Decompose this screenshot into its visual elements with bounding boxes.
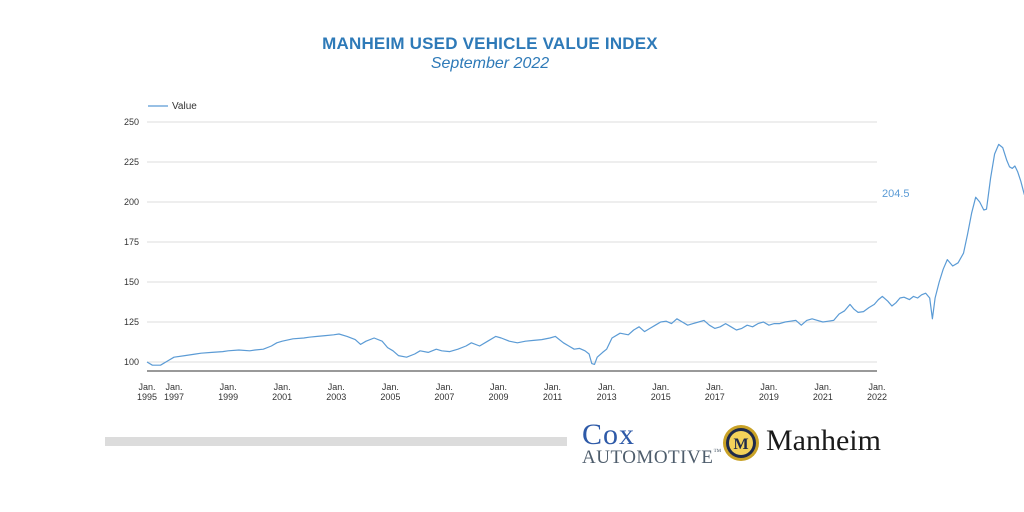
x-tick-label: Jan. 2001	[272, 382, 292, 402]
y-tick-label: 125	[124, 317, 139, 327]
footer-divider-bar	[105, 437, 567, 446]
x-tick-label: Jan. 1999	[218, 382, 238, 402]
manheim-badge-letter: M	[733, 436, 748, 453]
x-tick-label: Jan. 2003	[326, 382, 346, 402]
x-tick-label: Jan. 2007	[434, 382, 454, 402]
y-tick-label: 150	[124, 277, 139, 287]
cox-automotive-logo: Cox AUTOMOTIVE™	[582, 418, 722, 468]
manheim-badge-icon: M	[723, 425, 759, 461]
cox-logo-line2: AUTOMOTIVE™	[582, 447, 722, 468]
x-tick-label: Jan. 1997	[164, 382, 184, 402]
x-tick-label: Jan. 2013	[597, 382, 617, 402]
series-line-value	[146, 143, 1024, 366]
manheim-wordmark: Manheim	[766, 424, 881, 457]
y-tick-label: 175	[124, 237, 139, 247]
x-tick-label: Jan. 2015	[651, 382, 671, 402]
gridlines	[147, 121, 877, 363]
chart-title: MANHEIM USED VEHICLE VALUE INDEX	[322, 34, 658, 53]
y-tick-label: 200	[124, 197, 139, 207]
x-tick-label: Jan. 2011	[543, 382, 562, 402]
legend: Value	[148, 101, 197, 112]
x-tick-label: Jan. 2019	[759, 382, 779, 402]
cox-logo-line1: Cox	[582, 418, 636, 451]
x-tick-label: Jan. 2022	[867, 382, 887, 402]
y-tick-label: 100	[124, 357, 139, 367]
end-value-label: 204.5	[882, 188, 910, 200]
y-tick-label: 225	[124, 157, 139, 167]
x-tick-label: Jan. 2009	[488, 382, 508, 402]
legend-label: Value	[172, 101, 197, 112]
y-axis-ticks: 100 125 150 175 200 225 250	[124, 117, 139, 367]
x-tick-label: Jan. 2021	[813, 382, 833, 402]
chart-subtitle: September 2022	[430, 55, 550, 72]
x-axis-ticks: Jan. 1995 Jan. 1997 Jan. 1999 Jan. 2001 Jan. 2003…	[137, 382, 887, 402]
x-tick-label: Jan. 2005	[380, 382, 400, 402]
x-tick-label: Jan. 2017	[705, 382, 725, 402]
y-tick-label: 250	[124, 117, 139, 127]
x-tick-label: Jan. 1995	[137, 382, 157, 402]
